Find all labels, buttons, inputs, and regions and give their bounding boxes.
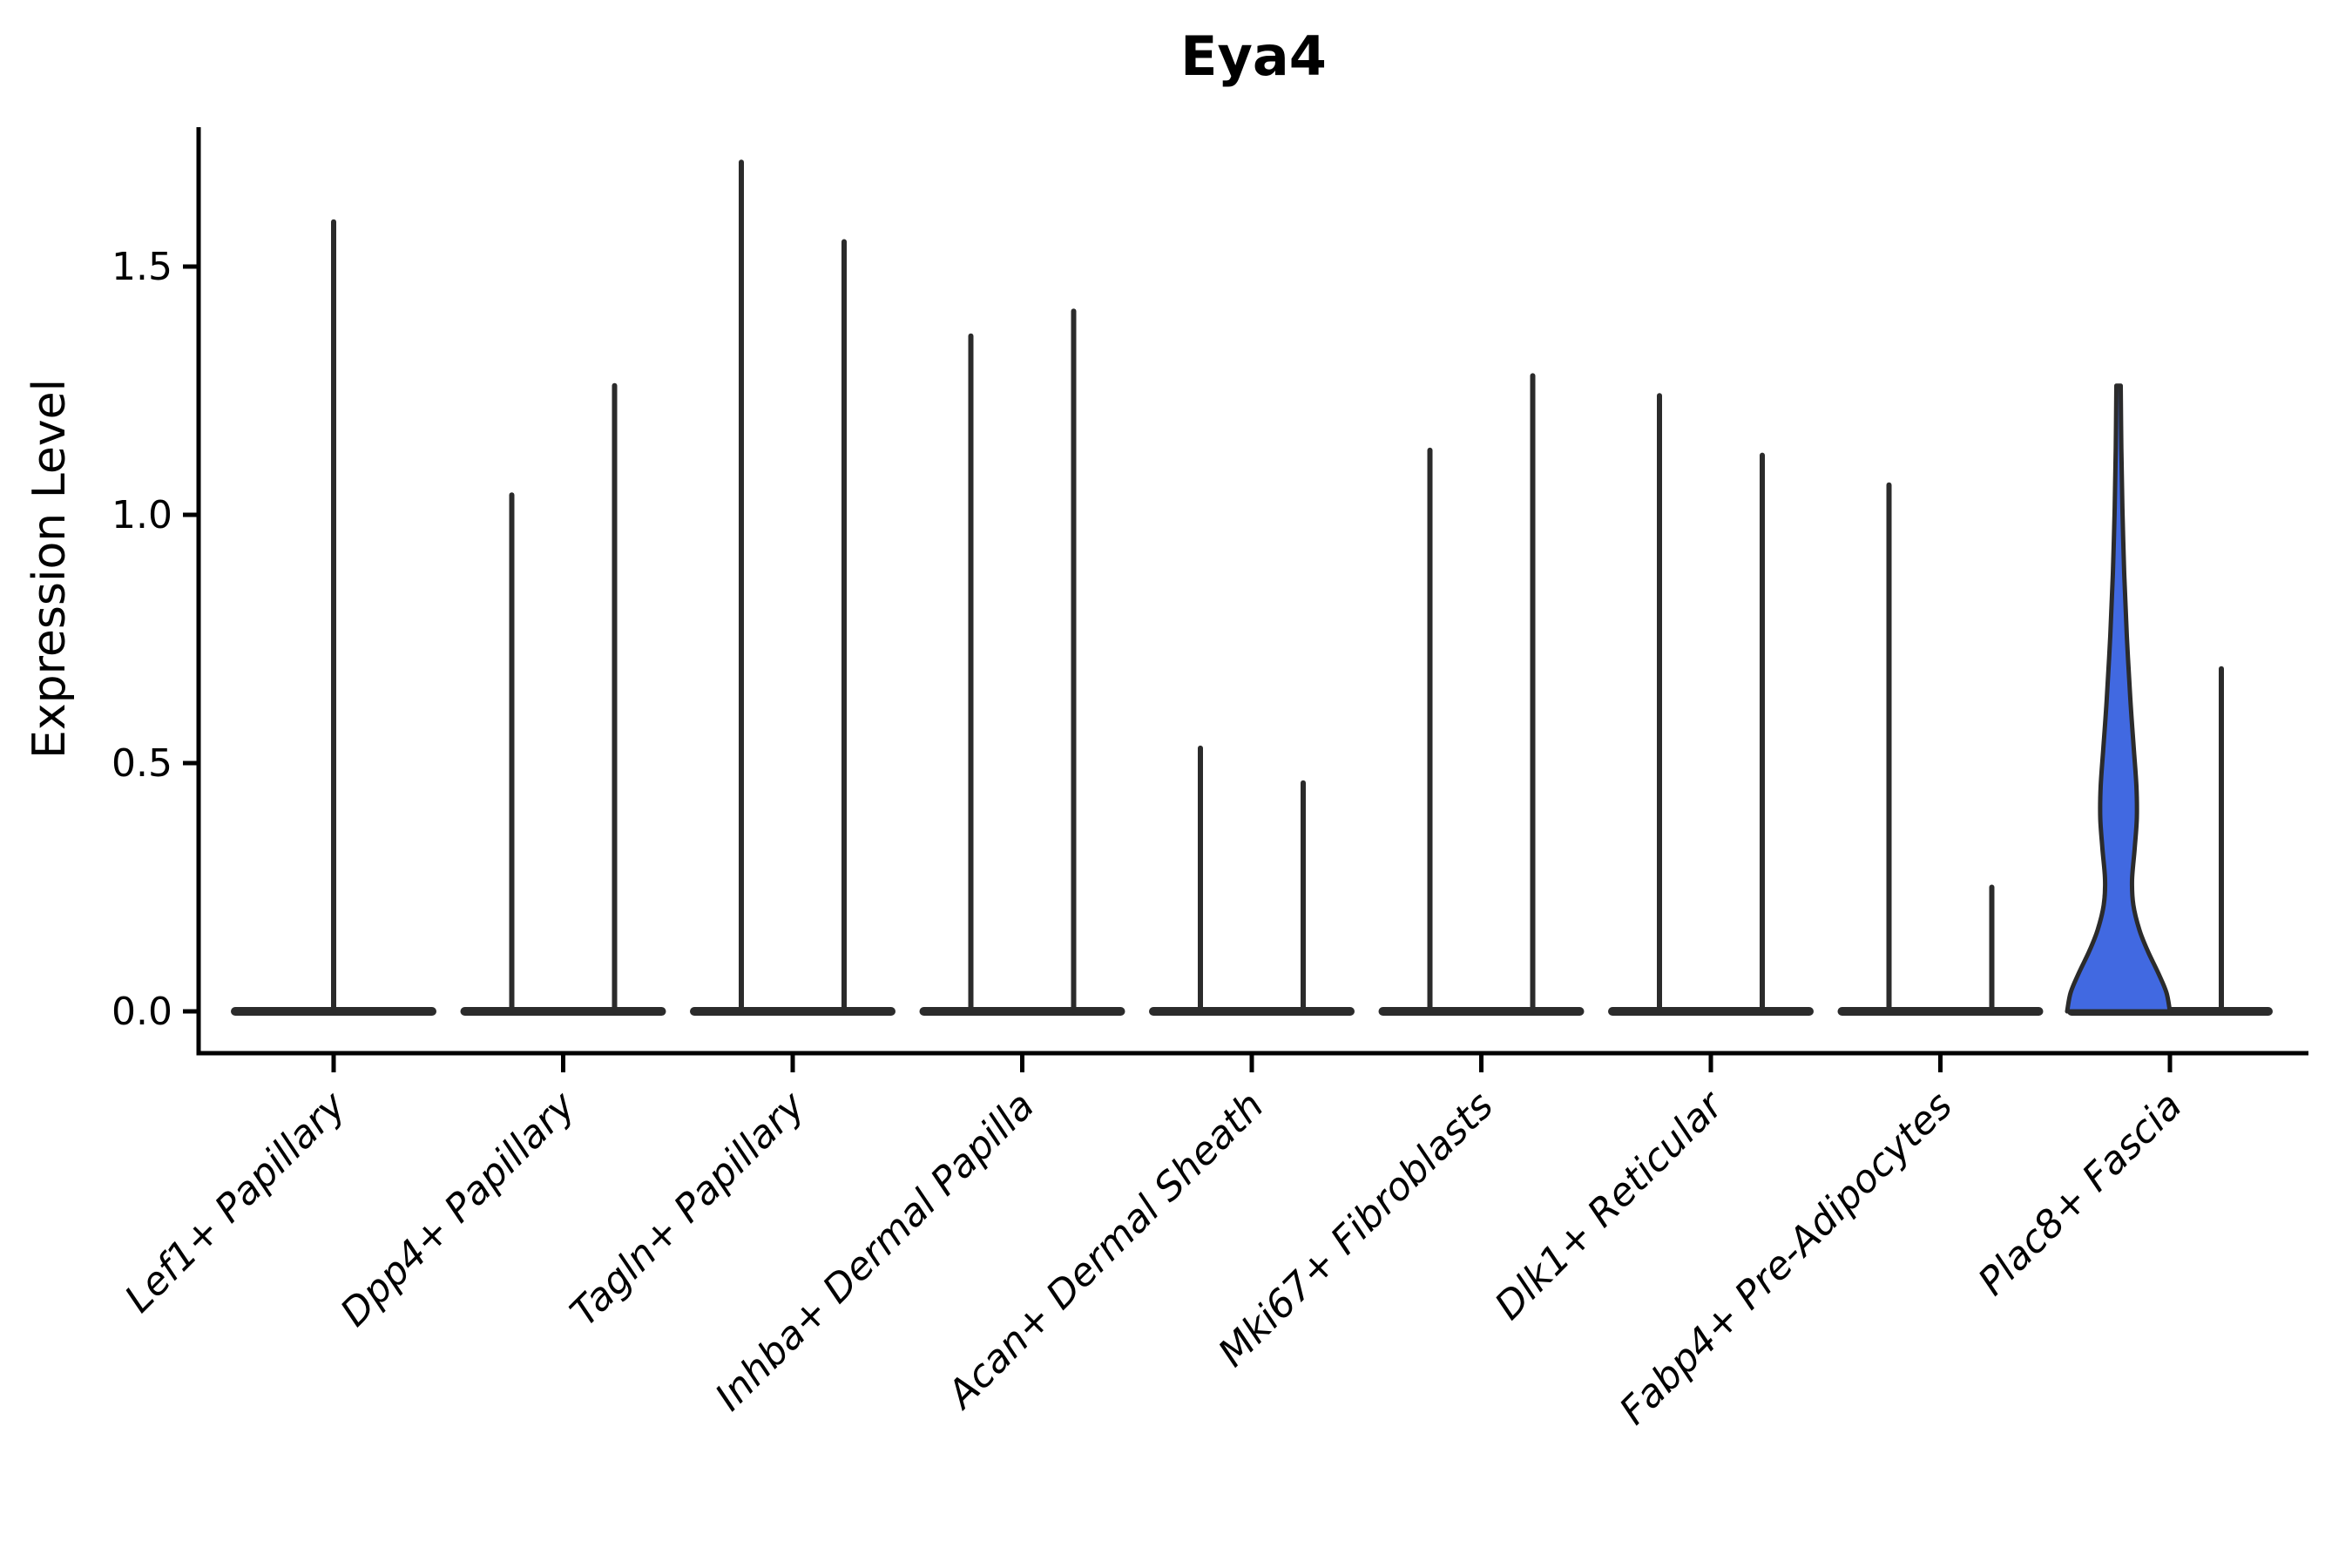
y-axis-label: Expression Level	[24, 379, 76, 759]
violin-baseline	[1149, 1007, 1355, 1016]
violin-highlighted	[2065, 383, 2173, 1014]
x-axis-tick-label: Plac8+ Fascia	[1970, 1084, 2190, 1304]
violin-baseline	[1378, 1007, 1585, 1016]
y-axis-tick-label: 1.5	[112, 245, 172, 289]
violin-baseline	[690, 1007, 896, 1016]
y-axis-tick-label: 0.5	[112, 741, 172, 786]
y-axis-tick-label: 0.0	[112, 990, 172, 1034]
x-axis-tick-label: Tagln+ Papillary	[562, 1083, 814, 1335]
violins-layer	[231, 159, 2273, 1016]
x-axis-tick-label: Lef1+ Papillary	[117, 1083, 355, 1321]
violin-baseline	[460, 1007, 666, 1016]
x-axis-tick-label: Dlk1+ Reticular	[1486, 1082, 1733, 1328]
violin-baseline	[1837, 1007, 2044, 1016]
violin-baseline	[919, 1007, 1125, 1016]
chart-title: Eya4	[1180, 24, 1327, 88]
violin-baseline	[1608, 1007, 1814, 1016]
x-axis-tick-label: Dpp4+ Papillary	[332, 1083, 585, 1335]
y-axis-tick-label: 1.0	[112, 493, 172, 537]
